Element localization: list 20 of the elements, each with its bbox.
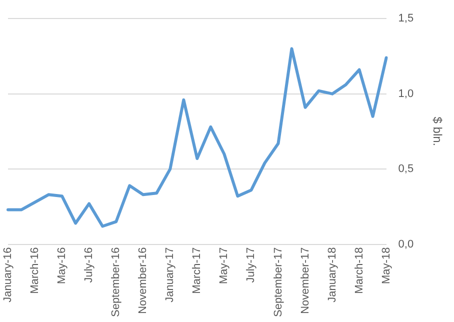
y-tick-label: 1,5 [398, 12, 414, 25]
x-tick-label: September-16 [110, 247, 122, 318]
x-tick-label: March-17 [191, 247, 204, 294]
y-tick-label: 1,0 [398, 88, 414, 100]
x-tick-label: March-18 [353, 247, 366, 294]
x-tick-label: January-16 [2, 247, 14, 302]
x-tick-label: January-17 [164, 247, 176, 302]
x-tick-label: November-16 [137, 247, 150, 314]
x-tick-label: July-16 [83, 247, 96, 283]
x-tick-label: May-18 [380, 247, 392, 284]
y-tick-label: 0,0 [398, 238, 414, 250]
y-tick-label: 0,5 [398, 163, 414, 176]
x-tick-label: September-17 [272, 247, 284, 318]
x-tick-label: July-17 [245, 247, 258, 283]
x-tick-label: March-16 [29, 247, 42, 294]
x-tick-label: May-16 [56, 247, 68, 284]
x-tick-label: November-17 [299, 247, 312, 314]
x-tick-label: May-17 [218, 247, 230, 284]
y-axis-title: $ bln. [430, 116, 444, 146]
x-tick-label: January-18 [326, 247, 338, 302]
